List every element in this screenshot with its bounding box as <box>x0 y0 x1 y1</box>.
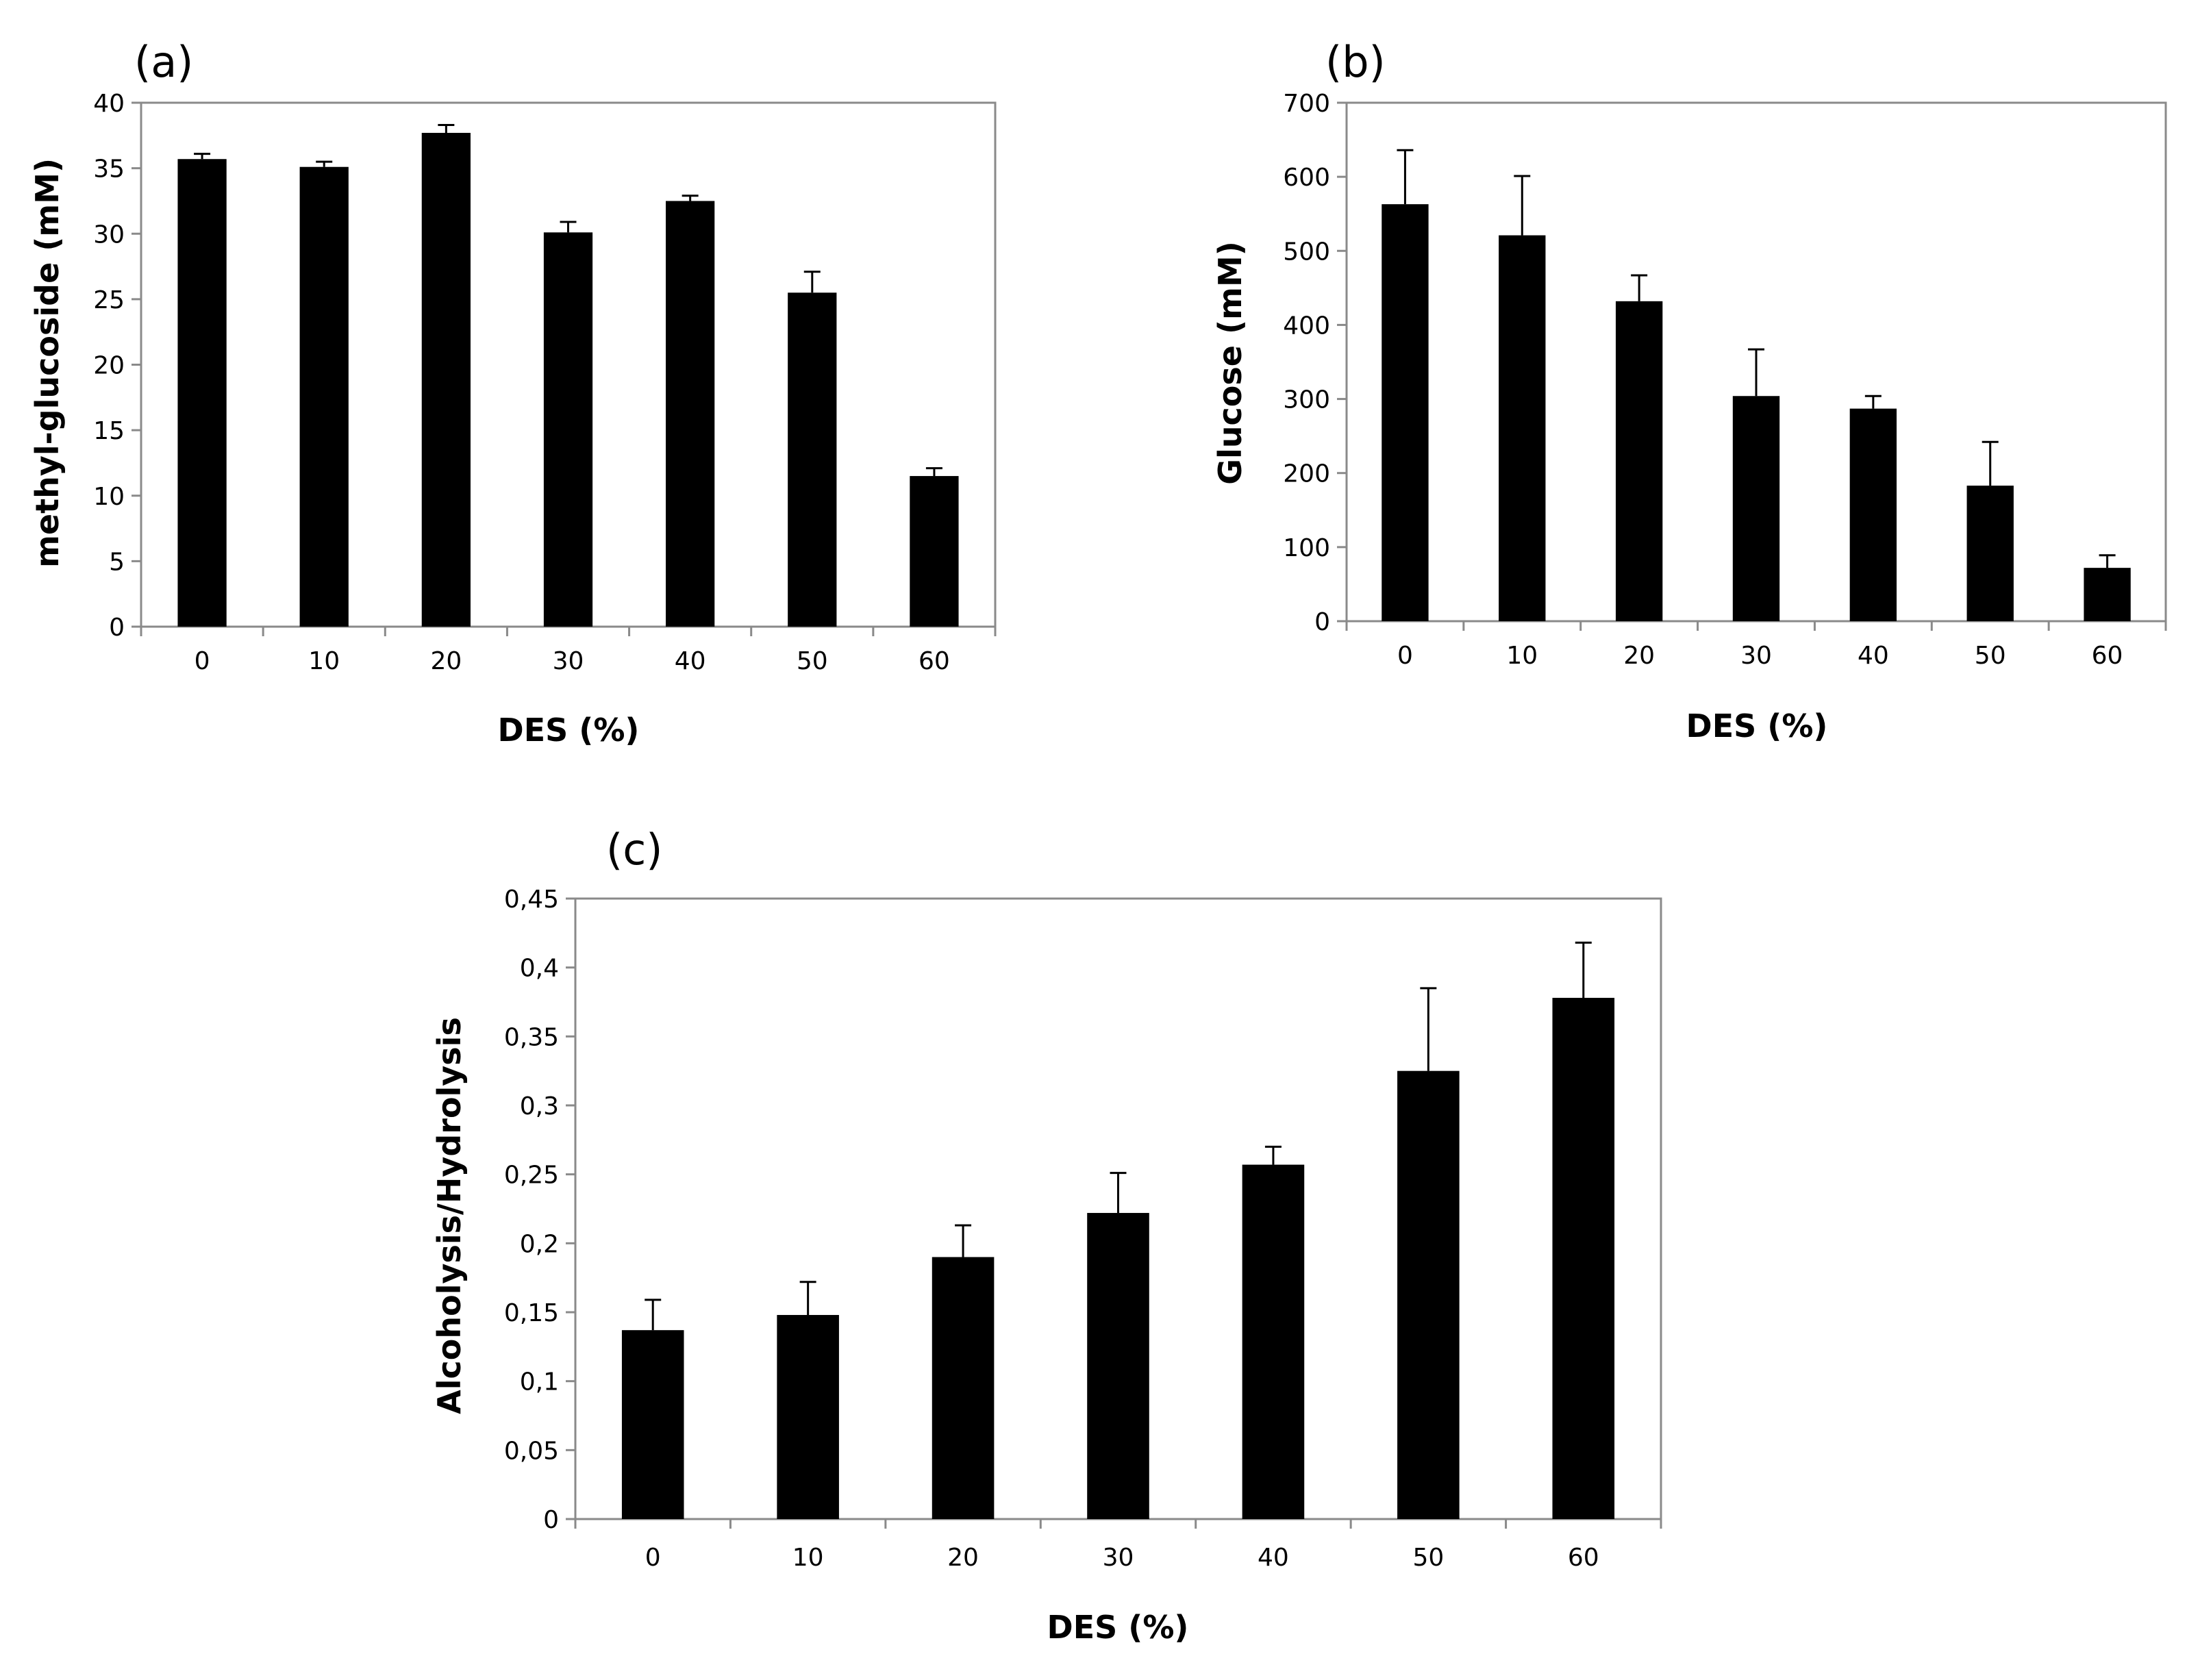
y-tick-label: 100 <box>1283 534 1330 562</box>
y-tick-label: 0,35 <box>504 1023 559 1051</box>
y-tick-label: 35 <box>93 155 125 184</box>
bar <box>543 232 593 627</box>
x-tick-label: 50 <box>1975 642 2006 670</box>
bar <box>777 1315 839 1519</box>
x-tick-label: 20 <box>1623 642 1655 670</box>
y-tick-label: 0 <box>1314 608 1330 636</box>
y-axis-label-a: methyl-glucoside (mM) <box>29 158 66 568</box>
bar <box>932 1257 995 1519</box>
x-tick-label: 30 <box>1740 642 1772 670</box>
bar <box>910 476 959 627</box>
x-tick-label: 50 <box>1412 1544 1444 1572</box>
x-tick-label: 30 <box>1103 1544 1134 1572</box>
y-tick-label: 500 <box>1283 238 1330 266</box>
x-tick-label: 0 <box>645 1544 661 1572</box>
y-tick-label: 400 <box>1283 312 1330 340</box>
x-tick-label: 60 <box>918 647 950 675</box>
bar <box>1242 1164 1305 1519</box>
bar <box>299 166 349 627</box>
x-tick-label: 40 <box>1858 642 1889 670</box>
y-tick-label: 300 <box>1283 386 1330 414</box>
bar <box>1615 301 1663 621</box>
bar <box>1732 396 1780 621</box>
x-tick-label: 10 <box>1506 642 1538 670</box>
y-tick-label: 0,45 <box>504 886 559 914</box>
bar <box>1382 204 1429 621</box>
y-tick-label: 5 <box>109 548 125 576</box>
bar <box>1966 486 2014 621</box>
x-tick-label: 10 <box>308 647 340 675</box>
bars-a <box>177 124 959 627</box>
y-axis-c: 0 0,05 0,1 0,15 0,2 0,25 0,3 0,35 0,4 0,45 <box>504 886 575 1534</box>
y-tick-label: 0,1 <box>520 1368 559 1396</box>
x-tick-label: 50 <box>797 647 828 675</box>
y-tick-label: 20 <box>93 352 125 380</box>
x-tick-label: 20 <box>947 1544 979 1572</box>
y-tick-label: 0,05 <box>504 1437 559 1465</box>
bar <box>177 159 227 627</box>
bar <box>1087 1213 1149 1519</box>
y-tick-label: 200 <box>1283 460 1330 488</box>
x-axis-label-c: DES (%) <box>1047 1609 1189 1646</box>
bars-c <box>621 941 1615 1519</box>
chart-panel-c: (c) 0 0,05 0,1 0,15 0,2 0,25 0,3 0,35 0,4 0,45 0 1… <box>431 825 1662 1646</box>
bar <box>421 132 471 627</box>
x-axis-label-b: DES (%) <box>1686 707 1828 744</box>
y-axis-b: 0 100 200 300 400 500 600 700 <box>1283 90 1347 636</box>
x-axis-a: 0 10 20 30 40 50 60 <box>140 627 997 675</box>
panel-c-label: (c) <box>606 825 662 875</box>
x-tick-label: 40 <box>1258 1544 1289 1572</box>
x-tick-label: 0 <box>1397 642 1413 670</box>
bar <box>621 1330 684 1519</box>
chart-panel-a: (a) 0 5 10 15 20 25 30 35 40 0 10 20 30 40 50 60 DES (… <box>29 37 997 749</box>
x-tick-label: 0 <box>195 647 210 675</box>
bars-b <box>1382 149 2131 622</box>
y-tick-label: 0,4 <box>520 955 559 983</box>
y-axis-a: 0 5 10 15 20 25 30 35 40 <box>93 90 141 642</box>
bar <box>788 292 837 627</box>
y-axis-label-c: Alcoholysis/Hydrolysis <box>431 1017 468 1414</box>
x-axis-b: 0 10 20 30 40 50 60 <box>1345 621 2167 670</box>
x-axis-label-a: DES (%) <box>498 712 640 749</box>
y-tick-label: 0,2 <box>520 1230 559 1258</box>
y-tick-label: 0 <box>543 1506 559 1534</box>
y-tick-label: 0,3 <box>520 1092 559 1120</box>
x-tick-label: 30 <box>553 647 584 675</box>
x-tick-label: 20 <box>430 647 462 675</box>
bar <box>666 201 715 627</box>
y-tick-label: 0 <box>109 614 125 642</box>
panel-a-label: (a) <box>134 37 193 87</box>
y-tick-label: 30 <box>93 221 125 249</box>
x-tick-label: 10 <box>792 1544 824 1572</box>
y-axis-label-b: Glucose (mM) <box>1212 241 1249 485</box>
y-tick-label: 0,25 <box>504 1162 559 1190</box>
bar <box>1397 1070 1460 1519</box>
chart-panel-b: (b) 0 100 200 300 400 500 600 700 0 10 20 30 40 50 60… <box>1212 37 2167 744</box>
x-axis-c: 0 10 20 30 40 50 60 <box>574 1519 1662 1572</box>
y-tick-label: 700 <box>1283 90 1330 118</box>
y-tick-label: 600 <box>1283 164 1330 192</box>
y-tick-label: 15 <box>93 417 125 445</box>
bar <box>2084 568 2131 621</box>
y-tick-label: 10 <box>93 483 125 511</box>
bar <box>1499 235 1546 622</box>
panel-b-label: (b) <box>1325 37 1386 87</box>
x-tick-label: 60 <box>1568 1544 1599 1572</box>
y-tick-label: 40 <box>93 90 125 118</box>
x-tick-label: 40 <box>675 647 706 675</box>
y-tick-label: 25 <box>93 286 125 314</box>
bar <box>1849 408 1897 621</box>
y-tick-label: 0,15 <box>504 1299 559 1327</box>
bar <box>1552 997 1615 1519</box>
x-tick-label: 60 <box>2092 642 2123 670</box>
